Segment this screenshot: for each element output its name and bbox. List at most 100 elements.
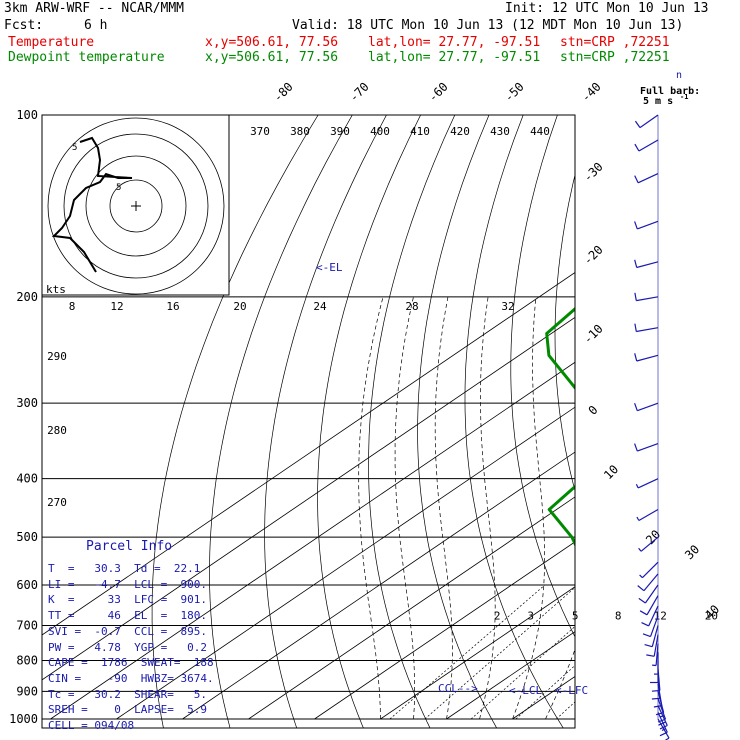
hodograph-speed-label: 8: [69, 300, 76, 313]
hodograph-ring-label: 5: [72, 143, 77, 153]
moist-adiabat: [479, 296, 496, 720]
pressure-tick-label: 600: [16, 578, 38, 592]
wind-barb: [634, 292, 659, 302]
hodograph-ring: [63, 133, 209, 279]
hodograph-speed-label: 12: [110, 300, 123, 313]
wind-barb: [642, 615, 659, 638]
wind-barb: [637, 573, 659, 592]
mixing-ratio-label: 8: [615, 609, 622, 622]
temperature-latlon: lat,lon= 27.77, -97.51: [368, 35, 541, 50]
parcel-trace: [631, 691, 641, 719]
pressure-tick-label: 400: [16, 472, 38, 486]
moist-adiabat: [579, 297, 674, 719]
wind-barb: [639, 595, 659, 616]
parcel-info-row: Tc = 30.2 SHEAR= 5.: [48, 687, 207, 701]
pressure-tick-label: 700: [16, 618, 38, 632]
barb-legend-unit-exponent: -1: [680, 93, 688, 101]
mixing-ratio-line: [424, 587, 575, 720]
theta-label: 390: [330, 125, 350, 138]
theta-label: 420: [450, 125, 470, 138]
isotherm-label: -60: [426, 80, 451, 105]
dewpoint-latlon: lat,lon= 27.77, -97.51: [368, 50, 541, 65]
moist-adiabat: [394, 296, 415, 720]
theta-label: 440: [530, 125, 550, 138]
mixing-ratio-label: 20: [705, 609, 718, 622]
wind-barb: [638, 584, 659, 604]
parcel-info-panel: Parcel Info T = 30.3 Td = 22.1 LI = -4.7 …: [42, 537, 234, 735]
wind-barb: [634, 114, 659, 129]
wind-barb: [638, 536, 659, 552]
parcel-info-row: K = 33 LFC = 901.: [48, 593, 207, 607]
theta-label-left: 270: [47, 496, 67, 509]
hodograph-ring-label: 5: [116, 183, 121, 193]
wind-barb: [652, 643, 659, 667]
isotherm-label: 10: [601, 462, 621, 482]
parcel-info-row: CELL = 094/08: [48, 719, 135, 732]
theta-label: 370: [250, 125, 270, 138]
hodograph-trace: [51, 136, 133, 273]
wind-barb: [639, 561, 659, 579]
hodograph-ring: [85, 155, 187, 257]
isotherm-label: -10: [581, 322, 606, 347]
isotherm-line: [248, 496, 575, 720]
plot-frame: [41, 114, 576, 729]
hodograph-kts-label: kts: [46, 283, 66, 296]
barb-north-label: n: [676, 70, 682, 81]
dry-adiabat: [317, 115, 421, 728]
isotherm-line: [42, 272, 575, 636]
init-time: Init: 12 UTC Mon 10 Jun 13: [505, 1, 709, 16]
theta-label: 430: [490, 125, 510, 138]
moist-adiabat: [434, 296, 453, 720]
parcel-info-row: CAPE = 1786 SWEAT= 188: [48, 656, 214, 670]
parcel-info-row: PW = 4.78 YGP = 0.2: [48, 640, 207, 654]
theta-label: 380: [290, 125, 310, 138]
dry-adiabat: [719, 115, 740, 732]
moist-adiabat: [645, 297, 740, 719]
isotherm-label: 0: [586, 403, 601, 418]
hodograph-speed-label: 20: [233, 300, 246, 313]
pressure-tick-label: 1000: [9, 712, 38, 726]
isotherm-line: [314, 541, 575, 720]
model-title: 3km ARW-WRF -- NCAR/MMM: [4, 1, 185, 16]
lcl-marker: <-LCL: [509, 684, 542, 697]
barb-legend-unit: 5 m s: [643, 96, 673, 107]
lfc-marker: <-LFC: [555, 684, 588, 697]
moist-adiabat: [358, 296, 384, 719]
parcel-info-row: SREH = 0 LAPSE= 5.9: [48, 703, 207, 717]
forecast-label: Fcst:: [4, 18, 44, 33]
wind-barb: [654, 652, 659, 675]
moist-adiabat: [612, 297, 740, 719]
temperature-curve: [632, 115, 740, 719]
pressure-tick-label: 100: [16, 108, 38, 122]
mixing-ratio-label: 3: [527, 609, 534, 622]
mixing-ratio-line: [556, 701, 575, 720]
dewpoint-station: stn=CRP ,72251: [560, 50, 670, 65]
parcel-info-title: Parcel Info: [86, 539, 173, 554]
dry-adiabat: [554, 173, 575, 492]
dewpoint-xy: x,y=506.61, 77.56: [205, 50, 339, 65]
mixing-ratio-line: [515, 664, 575, 720]
isotherm-line: [50, 361, 575, 720]
hodograph-speed-label: 24: [313, 300, 327, 313]
pressure-tick-label: 500: [16, 530, 38, 544]
temperature-xy: x,y=506.61, 77.56: [205, 35, 339, 50]
wind-barb: [634, 443, 659, 452]
dry-adiabat: [417, 115, 498, 728]
isotherm-label: 30: [682, 542, 702, 562]
isotherm-label: -80: [271, 80, 296, 105]
wind-barb: [634, 402, 659, 412]
wind-barb: [641, 605, 659, 627]
parcel-info-row: T = 30.3 Td = 22.1: [48, 562, 201, 575]
isotherm-line: [579, 115, 740, 719]
isotherm-label: 20: [643, 527, 663, 547]
wind-barb: [634, 259, 659, 269]
wind-barb: [644, 625, 659, 648]
barb-legend-title: Full barb:: [640, 86, 700, 97]
hodograph-ring: [109, 179, 163, 233]
theta-label-left: 290: [47, 350, 67, 363]
wind-barb: [646, 634, 659, 657]
pressure-tick-label: 900: [16, 684, 38, 698]
wind-barb: [634, 220, 659, 230]
isotherm-label: -40: [579, 80, 604, 105]
